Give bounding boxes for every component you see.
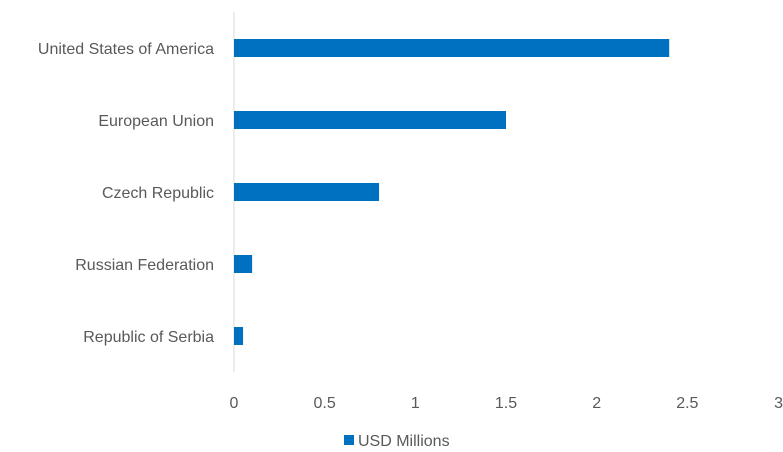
x-tick-3: 1.5	[495, 395, 517, 412]
legend: USD Millions	[344, 433, 450, 450]
category-label-1: United States of America	[38, 41, 214, 58]
x-tick-6: 3	[774, 395, 783, 412]
category-label-4: Russian Federation	[75, 257, 214, 274]
bar-3	[234, 183, 380, 201]
category-label-2: European Union	[98, 113, 214, 130]
legend-swatch	[344, 435, 354, 445]
x-tick-0: 0	[230, 395, 239, 412]
x-tick-4: 2	[592, 395, 601, 412]
bar-2	[234, 111, 506, 129]
category-label-5: Republic of Serbia	[83, 329, 214, 346]
x-tick-5: 2.5	[676, 395, 698, 412]
bar-5	[234, 327, 244, 345]
bar-1	[234, 39, 670, 57]
bars-group	[234, 39, 670, 345]
category-labels: United States of America European Union Cz…	[38, 41, 214, 346]
x-tick-labels: 0 0.5 1 1.5 2 2.5 3	[230, 395, 783, 412]
x-tick-1: 0.5	[314, 395, 336, 412]
x-tick-2: 1	[411, 395, 420, 412]
bar-4	[234, 255, 253, 273]
category-label-3: Czech Republic	[102, 185, 214, 202]
legend-label: USD Millions	[358, 433, 450, 450]
